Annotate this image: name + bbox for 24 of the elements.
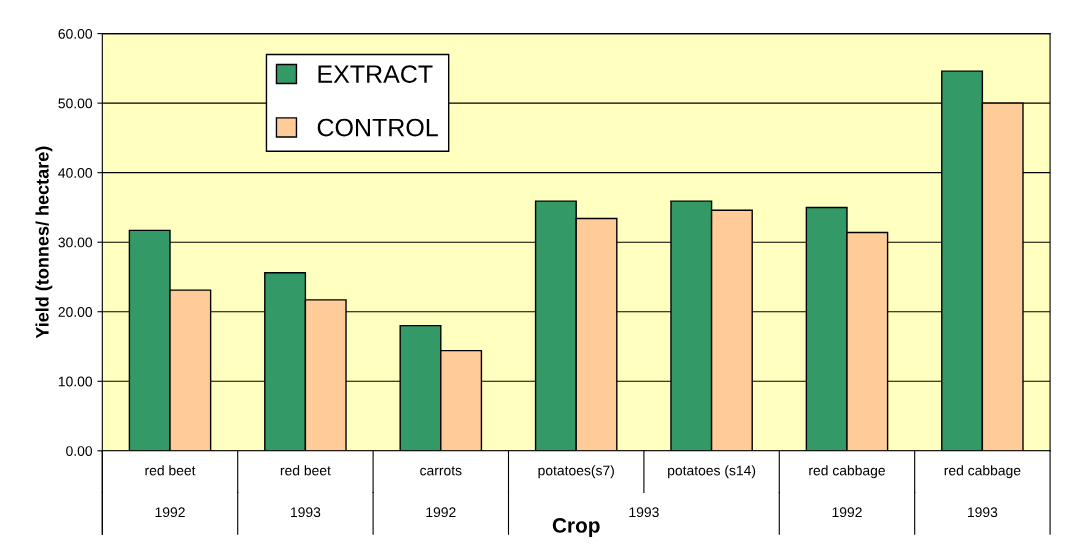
- x-tick-label: potatoes (s14): [668, 465, 756, 479]
- y-tick-label: 20.00: [58, 307, 93, 317]
- text: 1992: [832, 507, 862, 518]
- x-axis-title: Crop: [552, 518, 600, 537]
- x-tick-label: red beet: [145, 465, 196, 476]
- y-tick-label: 60.00: [58, 28, 93, 39]
- y-tick-label: 40.00: [58, 168, 93, 178]
- y-tick-label: 50.00: [58, 98, 93, 109]
- legend-label: EXTRACT: [318, 65, 433, 83]
- x-tick-label: red cabbage: [944, 465, 1021, 479]
- y-tick-label: 0.00: [66, 446, 93, 456]
- text: 1992: [426, 507, 456, 518]
- x-tick-label: carrots: [420, 466, 462, 476]
- text: 1993: [291, 507, 321, 518]
- x-tick-label: potatoes(s7): [538, 465, 614, 479]
- text: 1992: [155, 507, 185, 518]
- y-tick-label: 30.00: [58, 237, 93, 248]
- legend-label: CONTROL: [317, 118, 438, 137]
- text: 1993: [967, 507, 998, 518]
- x-tick-label: red beet: [280, 465, 331, 476]
- x-tick-label: red cabbage: [809, 465, 885, 479]
- y-axis-title: Yield (tonnes/ hectare): [35, 146, 53, 339]
- y-tick-label: 10.00: [58, 376, 93, 387]
- text: 1993: [629, 507, 659, 518]
